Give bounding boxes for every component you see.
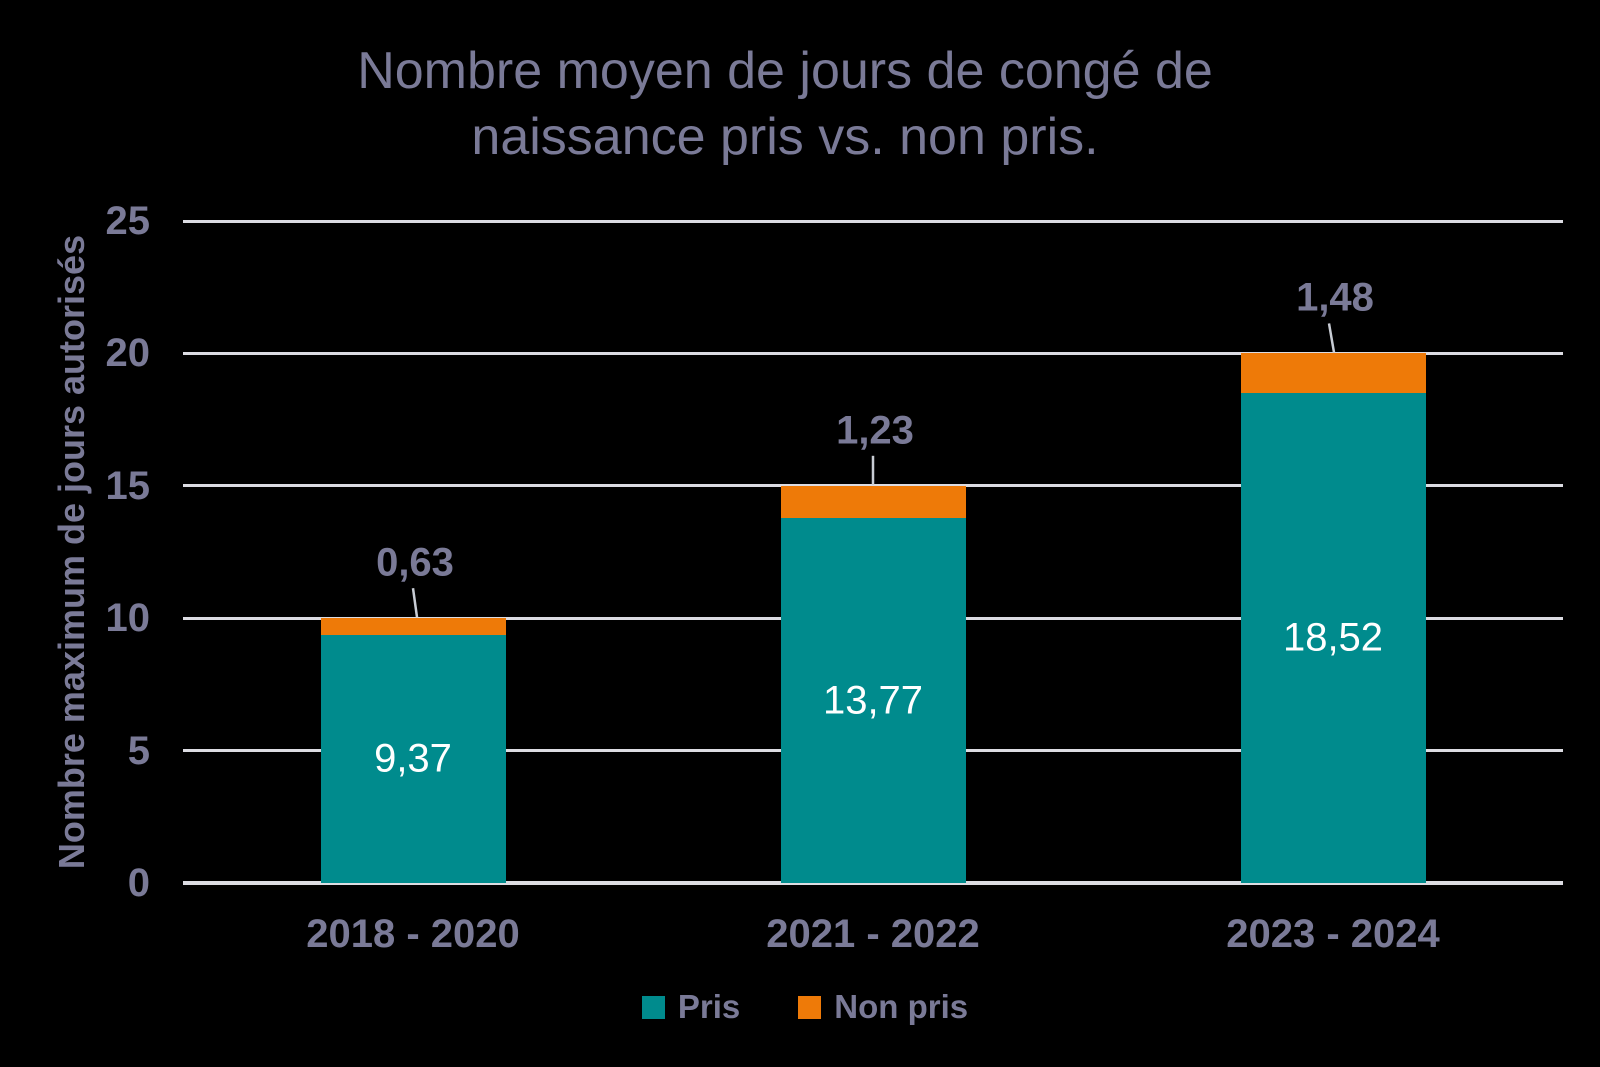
y-tick-15: 15 xyxy=(105,463,151,508)
callout-label-nonpris-2: 1,23 xyxy=(836,408,914,453)
x-axis-label-2: 2021 - 2022 xyxy=(766,912,980,956)
x-axis-line xyxy=(183,881,1563,885)
x-axis-label-3: 2023 - 2024 xyxy=(1226,912,1440,956)
gridline-20 xyxy=(183,351,1563,355)
y-tick-20: 20 xyxy=(105,331,151,376)
bar-value-label-pris-1: 9,37 xyxy=(374,736,452,781)
y-tick-10: 10 xyxy=(105,596,151,641)
bar-segment-pris-2 xyxy=(780,518,966,883)
gridline-25 xyxy=(183,219,1563,223)
bar-segment-nonpris-2 xyxy=(780,485,966,519)
bar-value-label-pris-2: 13,77 xyxy=(822,678,924,723)
leader-line-1 xyxy=(411,588,419,618)
bar-segment-pris-3 xyxy=(1240,392,1426,883)
bar-value-label-pris-3: 18,52 xyxy=(1282,615,1384,660)
legend-label: Non pris xyxy=(834,988,969,1025)
bar-segment-pris-1 xyxy=(320,634,506,883)
x-axis-label-1: 2018 - 2020 xyxy=(306,912,520,956)
bar-segment-nonpris-1 xyxy=(320,618,506,635)
callout-label-nonpris-3: 1,48 xyxy=(1296,275,1374,320)
legend-label: Pris xyxy=(677,988,741,1025)
y-tick-25: 25 xyxy=(105,199,151,243)
chart-title: Nombre moyen de jours de congé de naissa… xyxy=(0,38,1570,170)
y-tick-0: 0 xyxy=(127,861,150,905)
legend-item-non-pris: Non pris xyxy=(798,988,968,1026)
legend-item-pris: Pris xyxy=(641,988,741,1026)
bar-segment-nonpris-3 xyxy=(1240,353,1426,393)
chart-title-line2: naissance pris vs. non pris. xyxy=(471,108,1099,166)
legend-swatch-icon xyxy=(641,995,665,1019)
leader-line-3 xyxy=(1327,323,1336,353)
callout-label-nonpris-1: 0,63 xyxy=(376,540,454,585)
chart-title-line1: Nombre moyen de jours de congé de xyxy=(357,42,1213,100)
y-tick-5: 5 xyxy=(127,728,150,773)
legend-swatch-icon xyxy=(798,995,822,1019)
y-axis-title: Nombre maximum de jours autorisés xyxy=(51,234,92,870)
legend: Pris Non pris xyxy=(0,988,1600,1026)
